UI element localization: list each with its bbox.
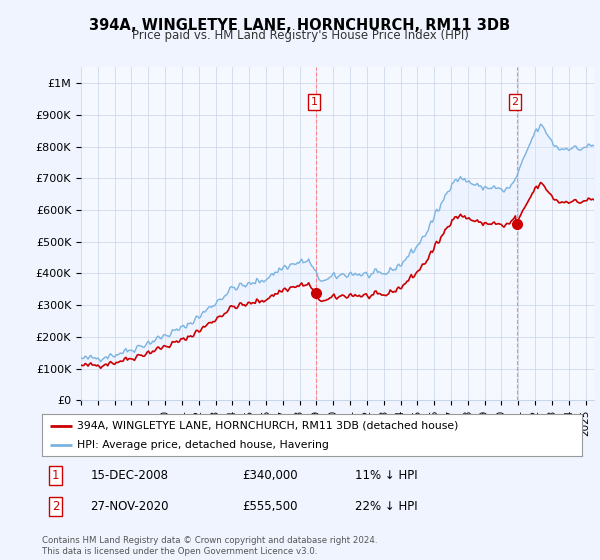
Text: Contains HM Land Registry data © Crown copyright and database right 2024.
This d: Contains HM Land Registry data © Crown c…: [42, 536, 377, 556]
Text: 27-NOV-2020: 27-NOV-2020: [91, 500, 169, 512]
Text: 2: 2: [511, 97, 518, 107]
Text: £340,000: £340,000: [242, 469, 298, 482]
Text: 1: 1: [52, 469, 59, 482]
Text: 2: 2: [52, 500, 59, 512]
Text: 22% ↓ HPI: 22% ↓ HPI: [355, 500, 418, 512]
Text: 11% ↓ HPI: 11% ↓ HPI: [355, 469, 418, 482]
Text: 394A, WINGLETYE LANE, HORNCHURCH, RM11 3DB (detached house): 394A, WINGLETYE LANE, HORNCHURCH, RM11 3…: [77, 421, 458, 431]
Text: HPI: Average price, detached house, Havering: HPI: Average price, detached house, Have…: [77, 440, 329, 450]
Text: 394A, WINGLETYE LANE, HORNCHURCH, RM11 3DB: 394A, WINGLETYE LANE, HORNCHURCH, RM11 3…: [89, 18, 511, 33]
Text: 15-DEC-2008: 15-DEC-2008: [91, 469, 169, 482]
Text: 1: 1: [311, 97, 317, 107]
Text: Price paid vs. HM Land Registry's House Price Index (HPI): Price paid vs. HM Land Registry's House …: [131, 29, 469, 42]
Text: £555,500: £555,500: [242, 500, 298, 512]
